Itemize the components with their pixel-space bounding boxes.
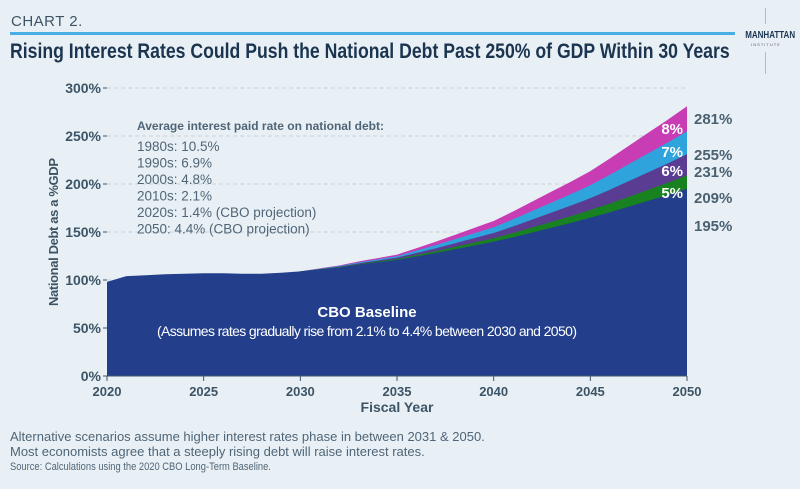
scenario-rate-label: 8% xyxy=(661,121,683,138)
header-rule xyxy=(10,32,735,35)
y-axis-label: National Debt as a %GDP xyxy=(46,158,61,306)
y-tick-label: 100% xyxy=(65,272,101,288)
y-tick-label: 300% xyxy=(65,80,101,96)
footnote-1: Alternative scenarios assume higher inte… xyxy=(10,429,485,444)
scenario-end-value: 281% xyxy=(694,111,732,128)
manhattan-institute-logo: MANHATTAN INSTITUTE xyxy=(740,8,796,74)
baseline-area xyxy=(107,188,687,376)
y-tick-label: 250% xyxy=(65,128,101,144)
x-tick-label: 2050 xyxy=(673,384,702,399)
logo-sub: INSTITUTE xyxy=(751,42,781,47)
baseline-end-value: 195% xyxy=(694,218,732,235)
x-tick-label: 2030 xyxy=(286,384,315,399)
annotation-line: 2000s: 4.8% xyxy=(137,172,212,187)
annotation-line: 2010s: 2.1% xyxy=(137,189,212,204)
y-tick-label: 150% xyxy=(65,224,101,240)
annotation-line: 1990s: 6.9% xyxy=(137,156,212,171)
x-tick-label: 2025 xyxy=(189,384,218,399)
logo-name: MANHATTAN xyxy=(745,30,796,41)
plot-area: 0% 50% 100% 150% 200% 250% 300% 2020 2025 2030 203… xyxy=(46,80,732,415)
scenario-rate-label: 6% xyxy=(661,163,683,180)
scenario-rate-label: 5% xyxy=(661,185,683,202)
y-tick-label: 0% xyxy=(81,368,102,384)
x-tick-label: 2020 xyxy=(93,384,122,399)
scenario-end-value: 231% xyxy=(694,164,732,181)
y-tick-label: 50% xyxy=(73,320,102,336)
annotation-line: 1980s: 10.5% xyxy=(137,139,220,154)
annotation-line: 2050: 4.4% (CBO projection) xyxy=(137,222,310,237)
baseline-label: CBO Baseline xyxy=(317,304,416,321)
x-tick-label: 2040 xyxy=(479,384,508,399)
scenario-end-value: 209% xyxy=(694,190,732,207)
scenario-end-value: 255% xyxy=(694,147,732,164)
x-tick-label: 2045 xyxy=(576,384,605,399)
footnote-2: Most economists agree that a steeply ris… xyxy=(10,444,425,459)
annotation-title: Average interest paid rate on national d… xyxy=(137,119,384,133)
chart-kicker: CHART 2. xyxy=(11,13,83,30)
baseline-sublabel: (Assumes rates gradually rise from 2.1% … xyxy=(157,323,577,339)
chart-title: Rising Interest Rates Could Push the Nat… xyxy=(10,40,730,63)
scenario-rate-label: 7% xyxy=(661,144,683,161)
y-tick-label: 200% xyxy=(65,176,101,192)
x-tick-label: 2035 xyxy=(383,384,412,399)
x-axis-label: Fiscal Year xyxy=(361,399,434,415)
annotation-line: 2020s: 1.4% (CBO projection) xyxy=(137,205,316,220)
source-note: Source: Calculations using the 2020 CBO … xyxy=(10,461,271,473)
